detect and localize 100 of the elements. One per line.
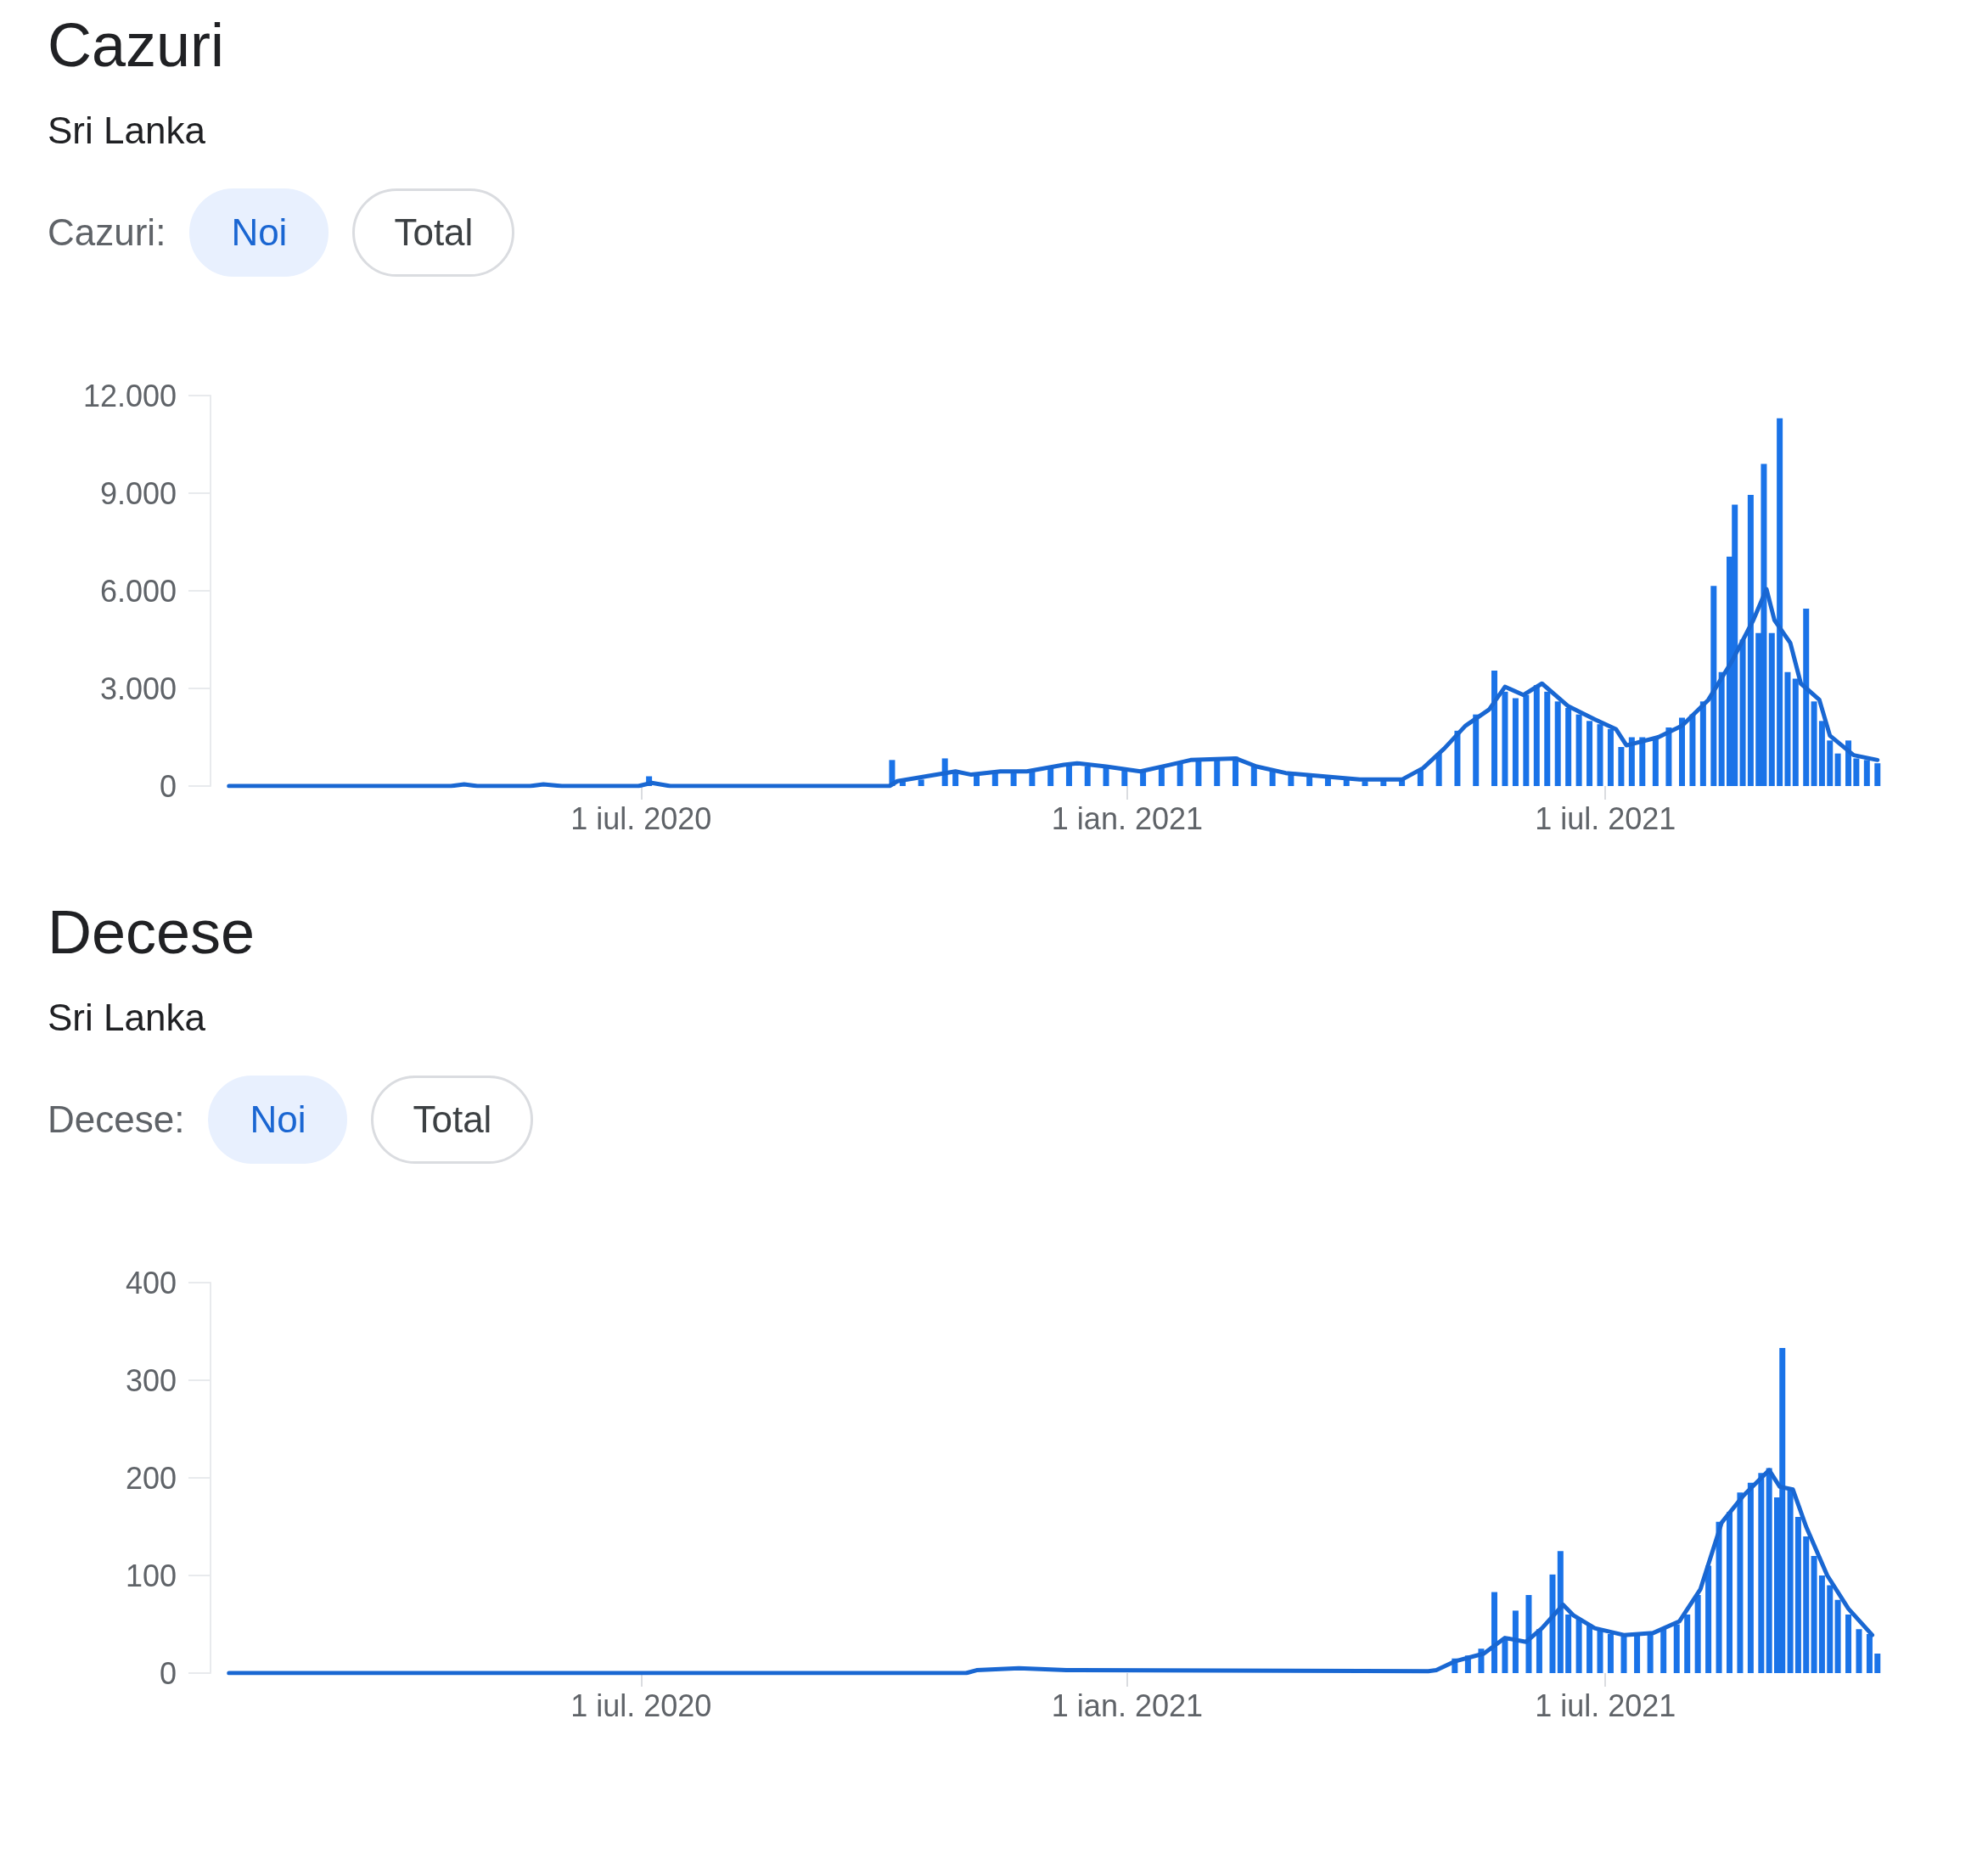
- text: Decese:: [48, 1098, 185, 1141]
- bar: [1491, 1592, 1498, 1673]
- y-tick-label: 6.000: [99, 573, 177, 609]
- bar: [1673, 1624, 1680, 1673]
- bar: [1502, 691, 1508, 786]
- bar: [1834, 753, 1841, 786]
- bar: [1794, 1517, 1801, 1673]
- bar: [1874, 763, 1881, 786]
- bar: [1845, 1615, 1852, 1673]
- bar: [1834, 1599, 1841, 1673]
- bar: [1660, 1629, 1667, 1673]
- bar: [1575, 1619, 1582, 1673]
- chart-title: Cazuri: [48, 10, 226, 81]
- y-tick-label: 0: [159, 768, 177, 804]
- bar: [1565, 1615, 1572, 1673]
- bar: [1586, 721, 1593, 786]
- bar: [1856, 1629, 1862, 1673]
- bar: [1758, 1473, 1765, 1673]
- bar: [1678, 717, 1685, 786]
- bar: [1726, 1512, 1732, 1673]
- chart-title: Decese: [48, 897, 256, 968]
- bar: [1777, 418, 1783, 786]
- bar: [1607, 728, 1614, 786]
- bar: [1803, 609, 1810, 786]
- x-tick-label: 1 ian. 2021: [1051, 1688, 1203, 1723]
- bar: [1792, 678, 1799, 786]
- bar: [1628, 737, 1635, 786]
- bar: [1435, 753, 1442, 786]
- y-tick-label: 9.000: [99, 475, 177, 511]
- bar: [1029, 771, 1036, 786]
- bar: [1512, 1610, 1519, 1673]
- bar: [1618, 747, 1625, 786]
- bar: [1784, 671, 1791, 786]
- y-tick-label: 200: [125, 1460, 177, 1496]
- bar: [1554, 701, 1561, 786]
- bar: [1768, 632, 1775, 786]
- x-tick-label: 1 iul. 2021: [1535, 800, 1676, 836]
- bar: [1607, 1634, 1614, 1673]
- bar: [1827, 740, 1834, 786]
- y-tick-label: 400: [125, 1265, 177, 1300]
- bar: [1491, 670, 1498, 786]
- bar: [1866, 1634, 1873, 1673]
- bar: [1818, 1575, 1825, 1673]
- bar: [1853, 758, 1860, 786]
- chart-subtitle: Sri Lanka: [48, 996, 206, 1040]
- y-tick-label: 100: [125, 1558, 177, 1593]
- bar: [1121, 769, 1128, 786]
- bar: [1047, 767, 1054, 786]
- bar: [1665, 727, 1672, 786]
- bar: [1705, 1565, 1712, 1673]
- bar: [1525, 1595, 1532, 1673]
- bar: [1684, 1615, 1691, 1673]
- bar: [1565, 708, 1572, 786]
- y-tick-label: 3.000: [99, 671, 177, 706]
- bar: [1557, 1551, 1564, 1673]
- bar: [1811, 1556, 1817, 1673]
- bar: [1747, 1482, 1754, 1673]
- bar: [1536, 1629, 1542, 1673]
- bar: [1718, 671, 1725, 786]
- x-tick-label: 1 iul. 2020: [570, 800, 712, 836]
- bar: [1639, 737, 1646, 786]
- text: Noi: [189, 188, 329, 277]
- text: Noi: [208, 1076, 348, 1164]
- bar: [1874, 1654, 1881, 1673]
- y-tick-label: 300: [125, 1362, 177, 1398]
- bar: [1863, 760, 1870, 786]
- bar: [918, 779, 924, 786]
- bar: [1269, 771, 1276, 786]
- y-tick-label: 0: [159, 1655, 177, 1691]
- chart-subtitle: Sri Lanka: [48, 109, 206, 153]
- bar: [1597, 1629, 1603, 1673]
- bar: [1523, 694, 1530, 786]
- bar: [1177, 763, 1183, 786]
- bar: [1549, 1574, 1556, 1673]
- bar: [1747, 494, 1754, 786]
- bar: [1689, 714, 1696, 786]
- bar: [991, 772, 998, 786]
- bar: [1586, 1624, 1593, 1673]
- bar: [1620, 1636, 1627, 1673]
- bar: [1699, 701, 1706, 786]
- bar: [1716, 1521, 1722, 1673]
- bar: [1195, 760, 1202, 786]
- x-tick-label: 1 iul. 2021: [1535, 1688, 1676, 1723]
- bar: [1818, 721, 1825, 786]
- text: Cazuri:: [48, 211, 166, 254]
- y-tick-label: 12.000: [82, 378, 177, 413]
- text: Total: [352, 188, 515, 277]
- bar: [1065, 765, 1072, 786]
- bar: [1634, 1634, 1641, 1673]
- bar: [1544, 691, 1551, 786]
- bar: [1575, 714, 1582, 786]
- bar: [1739, 639, 1746, 786]
- bar: [1533, 685, 1540, 786]
- x-tick-label: 1 iul. 2020: [570, 1688, 712, 1723]
- bar: [1694, 1595, 1701, 1673]
- bar: [1766, 1468, 1772, 1673]
- bar: [1084, 767, 1091, 786]
- bar: [1652, 737, 1659, 786]
- bar: [1597, 724, 1603, 786]
- bar: [1827, 1585, 1834, 1673]
